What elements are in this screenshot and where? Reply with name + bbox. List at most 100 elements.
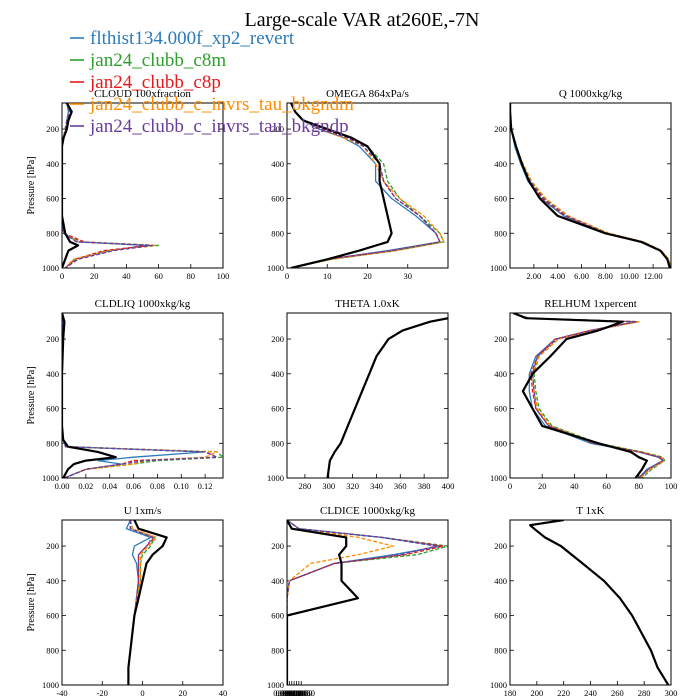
legend-label: jan24_clubb_c_invrs_tau_bkgndp	[89, 116, 349, 137]
panel-title: CLDLIQ 1000xkg/kg	[95, 298, 191, 310]
series-line-4	[529, 520, 669, 685]
y-tick-label: 600	[46, 404, 59, 414]
x-tick-label: 260	[611, 688, 624, 698]
series-line-2	[529, 520, 669, 685]
y-tick-label: 400	[271, 576, 284, 586]
x-tick-label: -40	[56, 688, 67, 698]
x-tick-label: 2.00	[526, 271, 541, 281]
x-tick-label: 0	[508, 481, 512, 491]
x-tick-label: 0.00020	[278, 688, 306, 698]
series-line-3	[512, 313, 664, 478]
series-line-1	[287, 520, 442, 685]
plot-frame	[286, 519, 449, 686]
y-tick-label: 1000	[267, 473, 284, 483]
x-tick-label: 180	[504, 688, 517, 698]
y-tick-label: 400	[46, 159, 59, 169]
y-axis-label: Pressure [hPa]	[26, 573, 37, 631]
y-tick-label: 800	[46, 228, 59, 238]
y-tick-label: 600	[46, 194, 59, 204]
legend-label: jan24_clubb_c8p	[89, 72, 221, 93]
chart-panel: Q 1000xkg/kg 200 400 600 800 1000 2.00 4.00 6.00…	[490, 88, 672, 281]
panel-title: Q 1000xkg/kg	[559, 88, 623, 100]
legend-entry: jan24_clubb_c8m	[70, 50, 226, 71]
y-tick-label: 200	[271, 541, 284, 551]
x-tick-label: 20	[538, 481, 547, 491]
y-tick-label: 800	[494, 228, 507, 238]
x-tick-label: 0.00000	[273, 688, 301, 698]
y-tick-label: 400	[271, 369, 284, 379]
x-tick-label: 8.00	[598, 271, 613, 281]
x-tick-label: 300	[322, 481, 335, 491]
y-tick-label: 600	[46, 611, 59, 621]
y-tick-label: 400	[46, 576, 59, 586]
panel-title: U 1xm/s	[124, 505, 162, 517]
panel-title: T 1xK	[576, 505, 604, 517]
x-tick-label: 0.00060	[287, 688, 315, 698]
x-tick-label: 12.00	[644, 271, 663, 281]
chart-panel: THETA 1.0xK 200 400 600 800 1000 280 300 320 340 3…	[267, 298, 454, 491]
x-tick-label: 0	[60, 271, 64, 281]
x-tick-label: 10.00	[620, 271, 639, 281]
x-tick-label: 0.00010	[276, 688, 304, 698]
series-line-2	[326, 317, 448, 478]
x-tick-label: 20	[90, 271, 99, 281]
legend-label: flthist134.000f_xp2_revert	[90, 28, 295, 49]
series-line-3	[127, 520, 156, 685]
series-line-2	[62, 313, 223, 478]
x-tick-label: 320	[346, 481, 359, 491]
series-line-1	[512, 313, 664, 478]
y-tick-label: 1000	[42, 473, 59, 483]
x-tick-label: 60	[602, 481, 611, 491]
plot-frame	[286, 312, 449, 479]
y-tick-label: 400	[494, 159, 507, 169]
series-line-obs	[528, 520, 670, 685]
x-tick-label: 40	[122, 271, 131, 281]
y-tick-label: 1000	[42, 680, 59, 690]
x-tick-label: 0.08	[150, 481, 165, 491]
series-line-1	[62, 313, 206, 478]
y-tick-label: 800	[271, 645, 284, 655]
y-tick-label: 400	[46, 369, 59, 379]
legend-label: jan24_clubb_c_invrs_tau_bkgndm	[89, 94, 354, 115]
x-tick-label: 280	[299, 481, 312, 491]
series-line-obs	[510, 103, 671, 268]
plot-frame	[509, 312, 672, 479]
y-tick-label: 200	[494, 334, 507, 344]
x-tick-label: 0	[285, 271, 289, 281]
panel-title: CLOUD 100xfraction	[94, 88, 191, 100]
y-tick-label: 600	[494, 611, 507, 621]
series-line-5	[529, 520, 669, 685]
series-line-5	[326, 317, 448, 478]
chart-panel: CLDICE 1000xkg/kg 200 400 600 800 10000.00000…	[267, 505, 449, 698]
x-tick-label: 280	[638, 688, 651, 698]
legend-entry: jan24_clubb_c_invrs_tau_bkgndp	[70, 116, 349, 137]
series-line-obs	[512, 313, 649, 478]
y-tick-label: 200	[494, 124, 507, 134]
chart-panel: CLDLIQ 1000xkg/kg Pressure [hPa] 200 400 600…	[26, 298, 224, 491]
x-tick-label: 30	[404, 271, 413, 281]
panel-title: OMEGA 864xPa/s	[326, 88, 409, 100]
x-tick-label: 0	[140, 688, 144, 698]
plot-frame	[509, 102, 672, 269]
y-tick-label: 400	[494, 576, 507, 586]
x-tick-label: 0.10	[174, 481, 189, 491]
series-line-obs	[290, 103, 393, 268]
y-tick-label: 600	[271, 611, 284, 621]
x-tick-label: 0.02	[78, 481, 93, 491]
y-tick-label: 1000	[267, 680, 284, 690]
y-tick-label: 800	[271, 438, 284, 448]
x-tick-label: 380	[418, 481, 431, 491]
x-tick-label: 220	[557, 688, 570, 698]
legend-entry: flthist134.000f_xp2_revert	[70, 28, 295, 49]
y-tick-label: 200	[46, 334, 59, 344]
x-tick-label: 240	[584, 688, 597, 698]
y-tick-label: 1000	[490, 263, 507, 273]
y-axis-label: Pressure [hPa]	[26, 366, 37, 424]
series-line-2	[127, 520, 156, 685]
series-line-3	[529, 520, 669, 685]
plot-frame	[509, 519, 672, 686]
panel-title: CLDICE 1000xkg/kg	[320, 505, 416, 517]
